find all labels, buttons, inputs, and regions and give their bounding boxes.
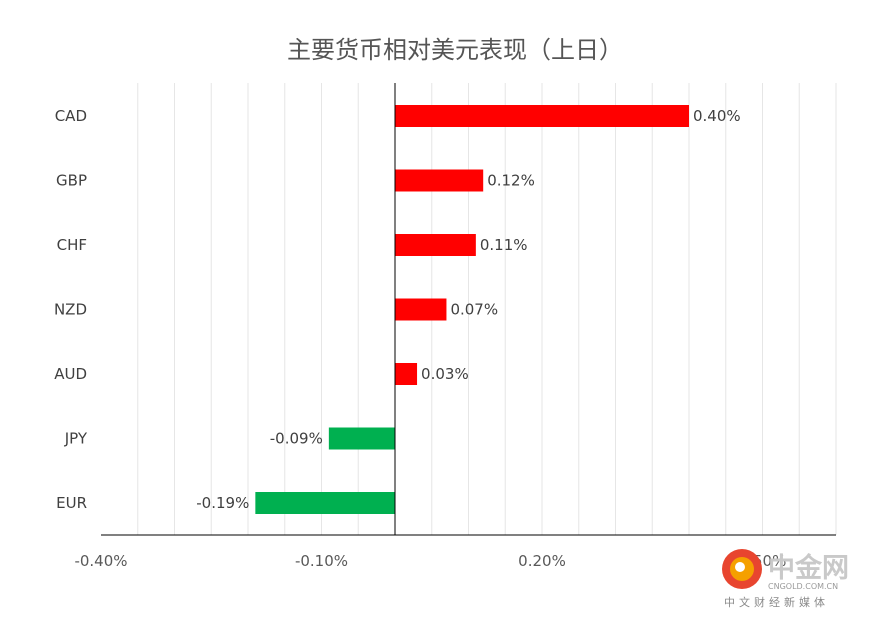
x-tick-label: -0.40% xyxy=(74,552,127,570)
category-label: GBP xyxy=(56,172,87,190)
bar-jpy xyxy=(328,427,395,450)
cngold-logo: 中金网 CNGOLD.COM.CN 中文财经新媒体 xyxy=(722,549,849,609)
logo-core-icon xyxy=(735,562,745,572)
category-label: EUR xyxy=(56,494,87,512)
data-label: 0.03% xyxy=(421,365,469,383)
bar-chf xyxy=(395,234,476,256)
labels: CAD 0.40% GBP 0.12% CHF 0.11% NZD 0.07% AUD 0.03%… xyxy=(54,107,786,570)
watermark-url: CNGOLD.COM.CN xyxy=(768,582,838,591)
bar-cad xyxy=(395,105,689,127)
bar-nzd xyxy=(395,298,447,321)
bars xyxy=(255,105,689,514)
chart-title: 主要货币相对美元表现（上日） xyxy=(287,36,623,64)
cngold-watermark: 中金网 CNGOLD.COM.CN 中文财经新媒体 xyxy=(718,545,868,609)
data-label: -0.09% xyxy=(270,430,323,448)
category-label: AUD xyxy=(54,365,87,383)
bar-gbp xyxy=(395,169,484,192)
watermark-name: 中金网 xyxy=(768,552,849,584)
data-label: 0.07% xyxy=(450,301,498,319)
bar-aud xyxy=(395,363,418,385)
gridlines xyxy=(137,83,837,535)
category-label: CHF xyxy=(57,236,87,254)
category-label: CAD xyxy=(55,107,87,125)
data-label: 0.40% xyxy=(693,107,741,125)
data-label: -0.19% xyxy=(196,494,249,512)
x-tick-label: 0.20% xyxy=(518,552,566,570)
data-label: 0.11% xyxy=(480,236,528,254)
category-label: NZD xyxy=(54,301,87,319)
bar-eur xyxy=(255,492,395,514)
x-tick-label: -0.10% xyxy=(295,552,348,570)
category-label: JPY xyxy=(64,430,88,448)
data-label: 0.12% xyxy=(487,172,535,190)
watermark-tagline: 中文财经新媒体 xyxy=(724,595,829,609)
